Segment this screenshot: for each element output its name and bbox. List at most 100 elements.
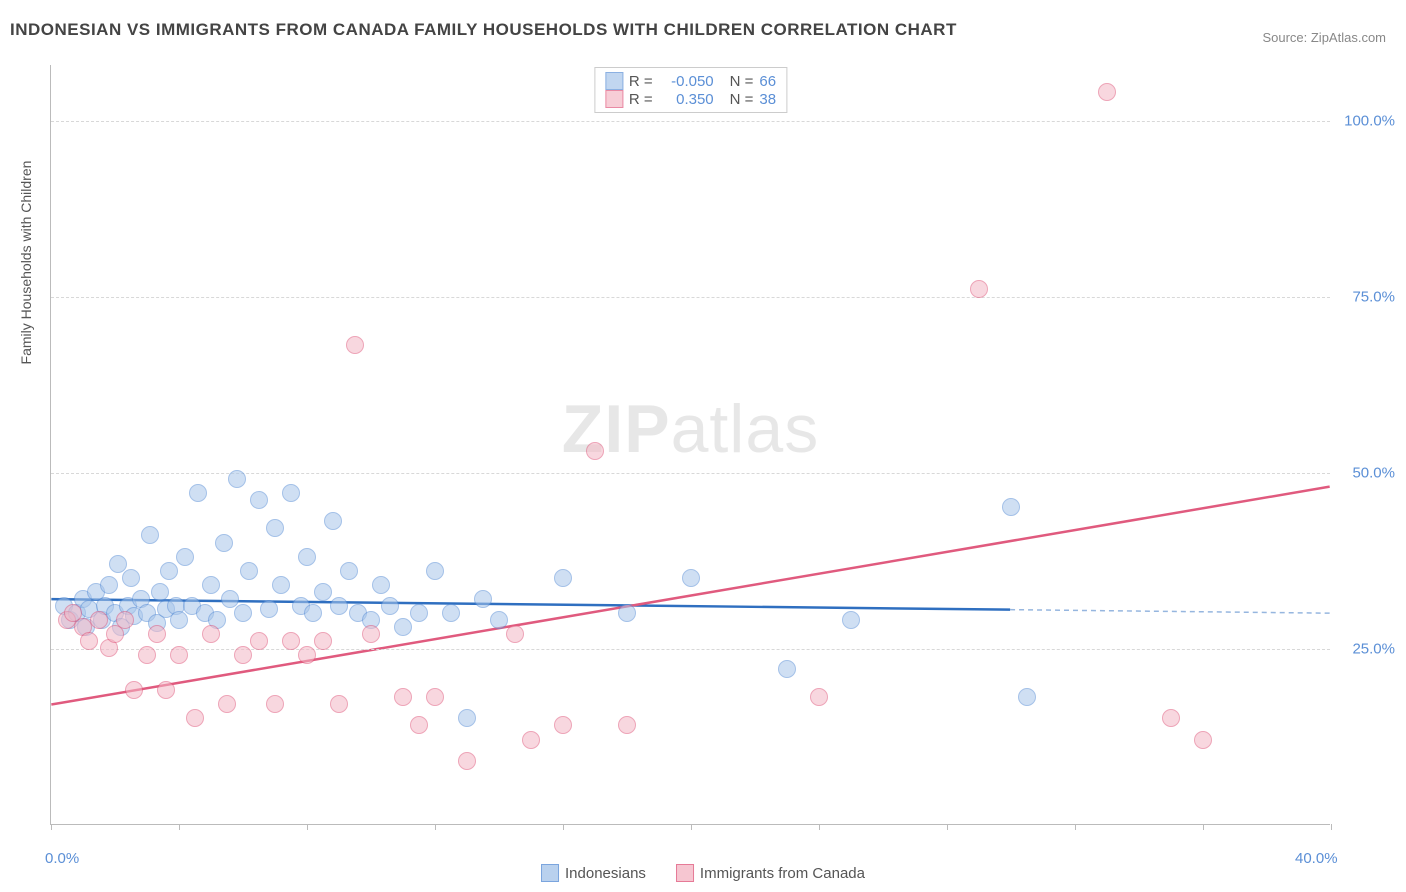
y-tick-label: 25.0%: [1352, 641, 1395, 658]
scatter-point: [266, 519, 284, 537]
scatter-point: [394, 618, 412, 636]
legend-series-name: Indonesians: [565, 865, 646, 882]
legend-item: Immigrants from Canada: [676, 864, 865, 882]
scatter-point: [125, 681, 143, 699]
y-tick-label: 100.0%: [1344, 113, 1395, 130]
scatter-point: [298, 548, 316, 566]
scatter-point: [202, 625, 220, 643]
x-tick: [51, 824, 52, 830]
scatter-point: [410, 716, 428, 734]
scatter-point: [151, 583, 169, 601]
scatter-point: [202, 576, 220, 594]
scatter-point: [80, 632, 98, 650]
scatter-point: [394, 688, 412, 706]
scatter-point: [1162, 709, 1180, 727]
scatter-point: [330, 597, 348, 615]
legend-item: Indonesians: [541, 864, 646, 882]
scatter-point: [160, 562, 178, 580]
scatter-point: [170, 611, 188, 629]
x-tick-label: 40.0%: [1295, 850, 1338, 867]
scatter-point: [215, 534, 233, 552]
x-tick: [1075, 824, 1076, 830]
scatter-point: [458, 709, 476, 727]
scatter-point: [157, 681, 175, 699]
scatter-point: [100, 576, 118, 594]
scatter-point: [90, 611, 108, 629]
scatter-point: [228, 470, 246, 488]
x-tick: [691, 824, 692, 830]
trend-line-extension: [1010, 610, 1330, 614]
legend-swatch: [541, 864, 559, 882]
scatter-point: [240, 562, 258, 580]
x-tick: [947, 824, 948, 830]
scatter-point: [186, 709, 204, 727]
scatter-point: [304, 604, 322, 622]
scatter-point: [1002, 498, 1020, 516]
scatter-point: [218, 695, 236, 713]
scatter-point: [810, 688, 828, 706]
scatter-point: [410, 604, 428, 622]
trend-line: [51, 487, 1329, 705]
scatter-point: [1018, 688, 1036, 706]
x-tick: [563, 824, 564, 830]
gridline: [51, 121, 1330, 122]
scatter-point: [138, 646, 156, 664]
scatter-point: [586, 442, 604, 460]
x-tick: [179, 824, 180, 830]
x-tick-label: 0.0%: [45, 850, 79, 867]
scatter-point: [250, 632, 268, 650]
scatter-point: [282, 484, 300, 502]
x-tick: [1331, 824, 1332, 830]
scatter-point: [314, 583, 332, 601]
scatter-point: [618, 716, 636, 734]
scatter-point: [330, 695, 348, 713]
scatter-point: [122, 569, 140, 587]
scatter-point: [260, 600, 278, 618]
plot-area: ZIPatlas R =-0.050N =66R =0.350N =38 25.…: [50, 65, 1330, 825]
scatter-point: [234, 604, 252, 622]
y-axis-label: Family Households with Children: [18, 161, 34, 365]
legend-swatch: [676, 864, 694, 882]
scatter-point: [176, 548, 194, 566]
scatter-point: [340, 562, 358, 580]
source-attribution: Source: ZipAtlas.com: [1262, 30, 1386, 45]
x-tick: [307, 824, 308, 830]
scatter-point: [298, 646, 316, 664]
scatter-point: [682, 569, 700, 587]
scatter-point: [272, 576, 290, 594]
scatter-point: [554, 569, 572, 587]
scatter-point: [970, 280, 988, 298]
scatter-point: [842, 611, 860, 629]
scatter-point: [250, 491, 268, 509]
chart-title: INDONESIAN VS IMMIGRANTS FROM CANADA FAM…: [10, 20, 957, 40]
scatter-point: [1194, 731, 1212, 749]
scatter-point: [314, 632, 332, 650]
scatter-point: [141, 526, 159, 544]
y-tick-label: 75.0%: [1352, 289, 1395, 306]
scatter-point: [554, 716, 572, 734]
scatter-point: [381, 597, 399, 615]
scatter-point: [778, 660, 796, 678]
x-tick: [435, 824, 436, 830]
scatter-point: [346, 336, 364, 354]
scatter-point: [189, 484, 207, 502]
scatter-point: [372, 576, 390, 594]
scatter-point: [618, 604, 636, 622]
legend-series-name: Immigrants from Canada: [700, 865, 865, 882]
scatter-point: [324, 512, 342, 530]
scatter-point: [426, 562, 444, 580]
scatter-point: [506, 625, 524, 643]
legend-bottom: Indonesians Immigrants from Canada: [541, 864, 865, 882]
trend-lines-svg: [51, 65, 1330, 824]
scatter-point: [490, 611, 508, 629]
scatter-point: [442, 604, 460, 622]
scatter-point: [266, 695, 284, 713]
scatter-point: [362, 625, 380, 643]
scatter-point: [458, 752, 476, 770]
scatter-point: [148, 625, 166, 643]
y-tick-label: 50.0%: [1352, 465, 1395, 482]
scatter-point: [426, 688, 444, 706]
x-tick: [1203, 824, 1204, 830]
scatter-point: [282, 632, 300, 650]
scatter-point: [1098, 83, 1116, 101]
